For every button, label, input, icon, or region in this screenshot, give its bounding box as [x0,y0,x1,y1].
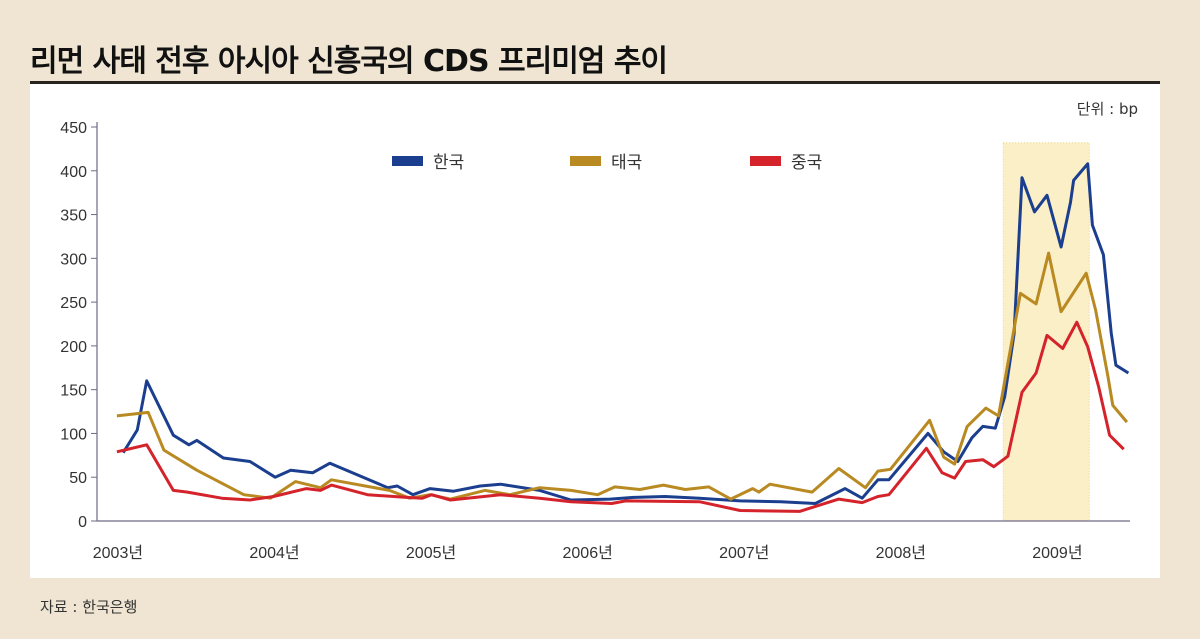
legend-swatch [750,156,781,166]
title-rule [30,81,1160,84]
unit-label: 단위 : bp [1076,100,1138,118]
legend-label: 중국 [791,153,822,173]
series-line-2 [116,251,1129,501]
legend-label: 태국 [611,153,642,173]
x-tick-label: 2009년 [1032,544,1082,562]
y-tick-label: 350 [60,208,87,225]
x-tick-label: 2007년 [719,544,769,562]
legend-swatch [570,156,601,166]
x-tick-label: 2006년 [563,544,613,562]
x-tick-label: 2008년 [876,544,926,562]
y-tick-label: 150 [60,383,87,400]
y-tick-label: 400 [60,164,87,181]
chart-title: 리먼 사태 전후 아시아 신흥국의 CDS 프리미엄 추이 [30,44,668,79]
y-tick-label: 200 [60,339,87,356]
y-tick-label: 0 [78,514,87,531]
y-tick-label: 300 [60,251,87,268]
legend-label: 한국 [433,153,464,173]
x-tick-label: 2003년 [93,544,143,562]
y-tick-label: 100 [60,426,87,443]
y-tick-label: 50 [69,470,87,487]
x-tick-label: 2005년 [406,544,456,562]
source-note: 자료 : 한국은행 [40,598,138,616]
highlight-band [1002,142,1090,522]
x-tick-label: 2004년 [249,544,299,562]
legend-swatch [392,156,423,166]
y-tick-label: 450 [60,120,87,137]
y-tick-label: 250 [60,295,87,312]
series-line-3 [116,320,1125,513]
series-line-1 [121,162,1130,505]
